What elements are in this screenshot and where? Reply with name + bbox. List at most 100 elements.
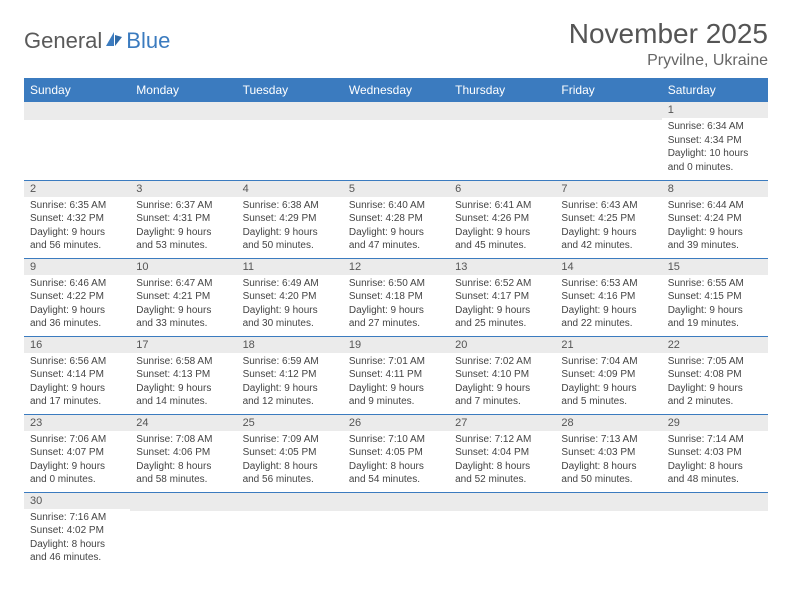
calendar-cell — [555, 102, 661, 180]
day-number: 3 — [130, 181, 236, 197]
sunrise-line: Sunrise: 7:16 AM — [30, 511, 124, 525]
calendar-cell: 22Sunrise: 7:05 AMSunset: 4:08 PMDayligh… — [662, 336, 768, 414]
calendar-cell: 4Sunrise: 6:38 AMSunset: 4:29 PMDaylight… — [237, 180, 343, 258]
daylight-line: Daylight: 9 hours and 56 minutes. — [30, 226, 124, 253]
sunrise-line: Sunrise: 6:47 AM — [136, 277, 230, 291]
day-number-empty — [555, 493, 661, 511]
sunset-line: Sunset: 4:04 PM — [455, 446, 549, 460]
sunset-line: Sunset: 4:21 PM — [136, 290, 230, 304]
sunset-line: Sunset: 4:31 PM — [136, 212, 230, 226]
day-details: Sunrise: 7:09 AMSunset: 4:05 PMDaylight:… — [237, 431, 343, 491]
day-details: Sunrise: 6:41 AMSunset: 4:26 PMDaylight:… — [449, 197, 555, 257]
daylight-line: Daylight: 9 hours and 14 minutes. — [136, 382, 230, 409]
day-number: 28 — [555, 415, 661, 431]
col-thursday: Thursday — [449, 78, 555, 102]
day-number: 26 — [343, 415, 449, 431]
calendar-cell: 1Sunrise: 6:34 AMSunset: 4:34 PMDaylight… — [662, 102, 768, 180]
day-details: Sunrise: 7:14 AMSunset: 4:03 PMDaylight:… — [662, 431, 768, 491]
calendar-cell — [449, 492, 555, 570]
calendar-cell: 26Sunrise: 7:10 AMSunset: 4:05 PMDayligh… — [343, 414, 449, 492]
daylight-line: Daylight: 8 hours and 48 minutes. — [668, 460, 762, 487]
calendar-week: 1Sunrise: 6:34 AMSunset: 4:34 PMDaylight… — [24, 102, 768, 180]
day-number: 18 — [237, 337, 343, 353]
sail-icon — [104, 30, 124, 48]
day-number: 20 — [449, 337, 555, 353]
month-title: November 2025 — [569, 18, 768, 50]
day-details: Sunrise: 6:46 AMSunset: 4:22 PMDaylight:… — [24, 275, 130, 335]
daylight-line: Daylight: 9 hours and 22 minutes. — [561, 304, 655, 331]
sunrise-line: Sunrise: 6:43 AM — [561, 199, 655, 213]
daylight-line: Daylight: 9 hours and 0 minutes. — [30, 460, 124, 487]
daylight-line: Daylight: 9 hours and 30 minutes. — [243, 304, 337, 331]
sunrise-line: Sunrise: 7:08 AM — [136, 433, 230, 447]
daylight-line: Daylight: 9 hours and 2 minutes. — [668, 382, 762, 409]
calendar-cell: 25Sunrise: 7:09 AMSunset: 4:05 PMDayligh… — [237, 414, 343, 492]
day-number-empty — [24, 102, 130, 120]
calendar-cell — [343, 492, 449, 570]
sunset-line: Sunset: 4:08 PM — [668, 368, 762, 382]
sunrise-line: Sunrise: 7:05 AM — [668, 355, 762, 369]
calendar-cell: 2Sunrise: 6:35 AMSunset: 4:32 PMDaylight… — [24, 180, 130, 258]
calendar-cell — [237, 492, 343, 570]
sunrise-line: Sunrise: 6:52 AM — [455, 277, 549, 291]
sunrise-line: Sunrise: 7:02 AM — [455, 355, 549, 369]
sunset-line: Sunset: 4:02 PM — [30, 524, 124, 538]
sunset-line: Sunset: 4:03 PM — [668, 446, 762, 460]
calendar-cell: 18Sunrise: 6:59 AMSunset: 4:12 PMDayligh… — [237, 336, 343, 414]
day-number-empty — [237, 493, 343, 511]
sunset-line: Sunset: 4:28 PM — [349, 212, 443, 226]
day-number: 16 — [24, 337, 130, 353]
daylight-line: Daylight: 9 hours and 25 minutes. — [455, 304, 549, 331]
calendar-cell — [662, 492, 768, 570]
sunrise-line: Sunrise: 7:06 AM — [30, 433, 124, 447]
day-details: Sunrise: 7:10 AMSunset: 4:05 PMDaylight:… — [343, 431, 449, 491]
day-number-empty — [130, 102, 236, 120]
calendar-cell: 24Sunrise: 7:08 AMSunset: 4:06 PMDayligh… — [130, 414, 236, 492]
calendar-cell: 19Sunrise: 7:01 AMSunset: 4:11 PMDayligh… — [343, 336, 449, 414]
day-details: Sunrise: 7:05 AMSunset: 4:08 PMDaylight:… — [662, 353, 768, 413]
day-number: 14 — [555, 259, 661, 275]
sunset-line: Sunset: 4:15 PM — [668, 290, 762, 304]
day-number-empty — [343, 102, 449, 120]
day-number: 30 — [24, 493, 130, 509]
title-block: November 2025 Pryvilne, Ukraine — [569, 18, 768, 70]
sunset-line: Sunset: 4:12 PM — [243, 368, 337, 382]
day-details: Sunrise: 6:49 AMSunset: 4:20 PMDaylight:… — [237, 275, 343, 335]
day-number: 23 — [24, 415, 130, 431]
col-monday: Monday — [130, 78, 236, 102]
col-saturday: Saturday — [662, 78, 768, 102]
day-details: Sunrise: 6:53 AMSunset: 4:16 PMDaylight:… — [555, 275, 661, 335]
day-details: Sunrise: 6:35 AMSunset: 4:32 PMDaylight:… — [24, 197, 130, 257]
day-number: 4 — [237, 181, 343, 197]
sunrise-line: Sunrise: 7:10 AM — [349, 433, 443, 447]
day-number: 8 — [662, 181, 768, 197]
calendar-week: 16Sunrise: 6:56 AMSunset: 4:14 PMDayligh… — [24, 336, 768, 414]
sunset-line: Sunset: 4:05 PM — [349, 446, 443, 460]
sunrise-line: Sunrise: 7:01 AM — [349, 355, 443, 369]
daylight-line: Daylight: 8 hours and 52 minutes. — [455, 460, 549, 487]
sunset-line: Sunset: 4:25 PM — [561, 212, 655, 226]
day-details: Sunrise: 6:34 AMSunset: 4:34 PMDaylight:… — [662, 118, 768, 178]
sunrise-line: Sunrise: 6:58 AM — [136, 355, 230, 369]
day-details: Sunrise: 6:44 AMSunset: 4:24 PMDaylight:… — [662, 197, 768, 257]
sunrise-line: Sunrise: 7:12 AM — [455, 433, 549, 447]
daylight-line: Daylight: 9 hours and 27 minutes. — [349, 304, 443, 331]
calendar-cell: 14Sunrise: 6:53 AMSunset: 4:16 PMDayligh… — [555, 258, 661, 336]
calendar-week: 9Sunrise: 6:46 AMSunset: 4:22 PMDaylight… — [24, 258, 768, 336]
day-number-empty — [130, 493, 236, 511]
sunset-line: Sunset: 4:29 PM — [243, 212, 337, 226]
logo-text-1: General — [24, 28, 102, 54]
sunset-line: Sunset: 4:14 PM — [30, 368, 124, 382]
day-details: Sunrise: 6:58 AMSunset: 4:13 PMDaylight:… — [130, 353, 236, 413]
calendar-week: 2Sunrise: 6:35 AMSunset: 4:32 PMDaylight… — [24, 180, 768, 258]
day-details: Sunrise: 7:04 AMSunset: 4:09 PMDaylight:… — [555, 353, 661, 413]
daylight-line: Daylight: 9 hours and 17 minutes. — [30, 382, 124, 409]
calendar-cell — [449, 102, 555, 180]
calendar-cell — [130, 492, 236, 570]
day-number: 1 — [662, 102, 768, 118]
daylight-line: Daylight: 9 hours and 42 minutes. — [561, 226, 655, 253]
day-number: 13 — [449, 259, 555, 275]
day-number: 24 — [130, 415, 236, 431]
day-details: Sunrise: 6:40 AMSunset: 4:28 PMDaylight:… — [343, 197, 449, 257]
sunrise-line: Sunrise: 6:56 AM — [30, 355, 124, 369]
